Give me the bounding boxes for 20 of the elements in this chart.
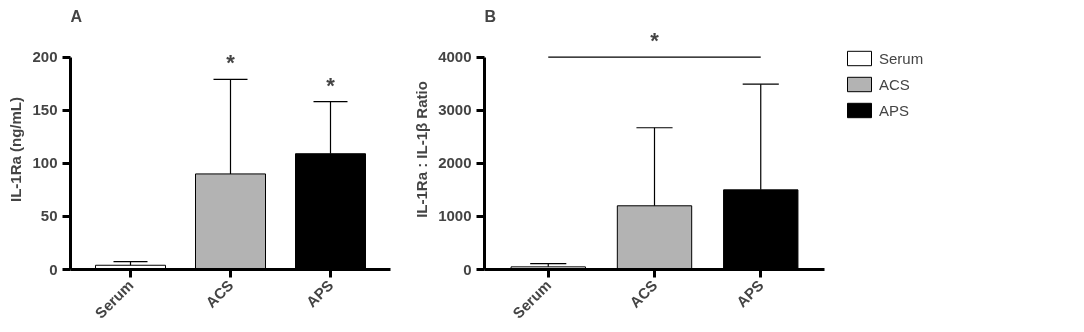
y-tick-label: 50 xyxy=(40,207,58,225)
annotation: * xyxy=(226,50,236,76)
y-tick-label: 1000 xyxy=(438,207,472,225)
y-tick-label: 200 xyxy=(32,48,58,66)
legend-label: ACS xyxy=(879,75,910,93)
chart-title: B xyxy=(484,7,497,25)
y-tick-label: 2000 xyxy=(438,154,472,172)
text: * xyxy=(650,28,660,54)
legend-label: APS xyxy=(879,101,910,119)
y-tick-label: 4000 xyxy=(438,48,472,66)
y-tick-label: 100 xyxy=(32,154,58,172)
y-tick-label: 0 xyxy=(463,260,472,278)
y-axis-title: IL-1Ra (ng/mL) xyxy=(7,97,25,202)
legend-label: Serum xyxy=(879,49,924,67)
annotation: * xyxy=(326,72,336,98)
y-tick-label: 150 xyxy=(32,101,58,119)
y-axis-title: IL-1Ra : IL-1β Ratio xyxy=(413,81,431,218)
y-tick-label: 0 xyxy=(49,260,58,278)
chart-title: A xyxy=(70,7,83,25)
y-tick-label: 3000 xyxy=(438,101,472,119)
